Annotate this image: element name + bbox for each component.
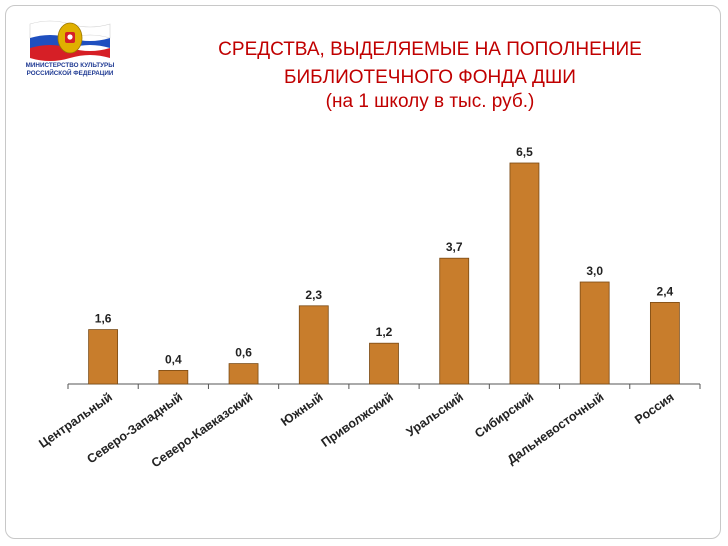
value-label: 2,3 <box>305 288 322 302</box>
bar <box>509 162 540 385</box>
value-label: 1,2 <box>376 325 393 339</box>
ministry-logo-text: МИНИСТЕРСТВО КУЛЬТУРЫ РОССИЙСКОЙ ФЕДЕРАЦ… <box>25 62 115 77</box>
category-label: Сибирский <box>472 390 536 441</box>
value-label: 3,7 <box>446 240 463 254</box>
bar <box>369 342 399 385</box>
value-label: 3,0 <box>586 264 603 278</box>
value-label: 1,6 <box>95 312 112 326</box>
bar <box>649 301 680 385</box>
ministry-logo: МИНИСТЕРСТВО КУЛЬТУРЫ РОССИЙСКОЙ ФЕДЕРАЦ… <box>22 10 118 80</box>
category-label: Приволжский <box>319 390 396 450</box>
bar <box>228 363 259 385</box>
bar <box>579 281 610 385</box>
russian-flag-emblem-icon <box>29 20 111 61</box>
chart-subtitle: (на 1 школу в тыс. руб.) <box>325 91 535 112</box>
slide-frame <box>5 5 721 539</box>
bar <box>158 369 189 385</box>
category-label: Россия <box>632 390 676 427</box>
chart-title: СРЕДСТВА, ВЫДЕЛЯЕМЫЕ НА ПОПОЛНЕНИЕ БИБЛИ… <box>218 39 642 88</box>
bar <box>439 257 470 385</box>
value-label: 0,4 <box>165 352 182 366</box>
bar <box>298 305 329 385</box>
value-label: 6,5 <box>516 145 533 159</box>
value-label: 0,6 <box>235 346 252 360</box>
bar <box>88 329 119 385</box>
category-label: Уральский <box>404 390 466 439</box>
value-label: 2,4 <box>657 284 674 298</box>
category-label: Южный <box>278 390 325 429</box>
